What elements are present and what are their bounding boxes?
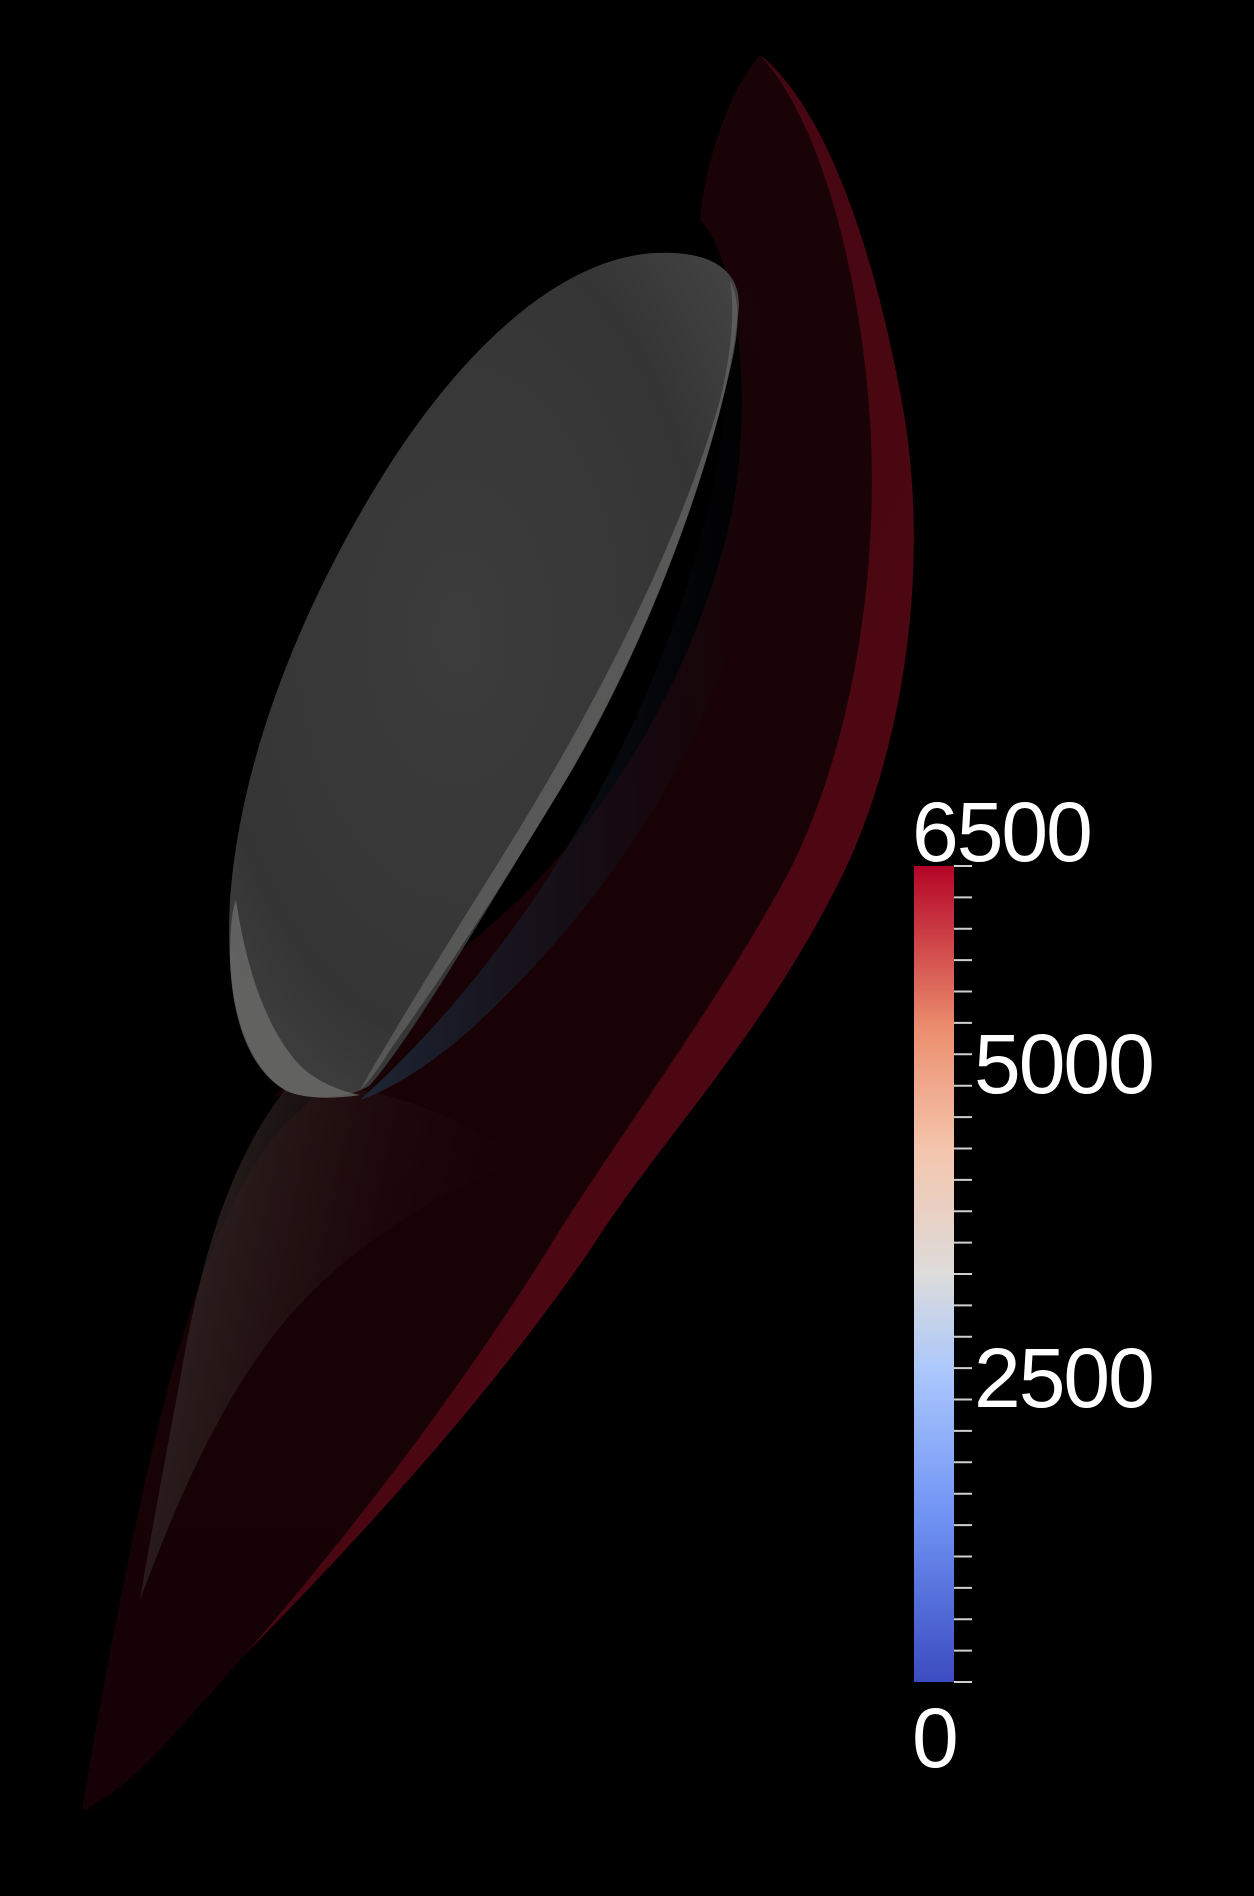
colorbar: [914, 865, 972, 1683]
colorbar-label-max: 6500: [912, 785, 1093, 879]
colorbar-ticks: [954, 865, 972, 1683]
colorbar-label-min: 0: [912, 1691, 959, 1785]
capsule-body: [229, 252, 739, 1098]
colorbar-gradient: [914, 866, 954, 1682]
colorbar-label-5000: 5000: [974, 1017, 1155, 1111]
colorbar-label-2500: 2500: [974, 1331, 1155, 1425]
inner-shock-surface: [82, 55, 872, 1810]
wake-region: [140, 1088, 520, 1600]
